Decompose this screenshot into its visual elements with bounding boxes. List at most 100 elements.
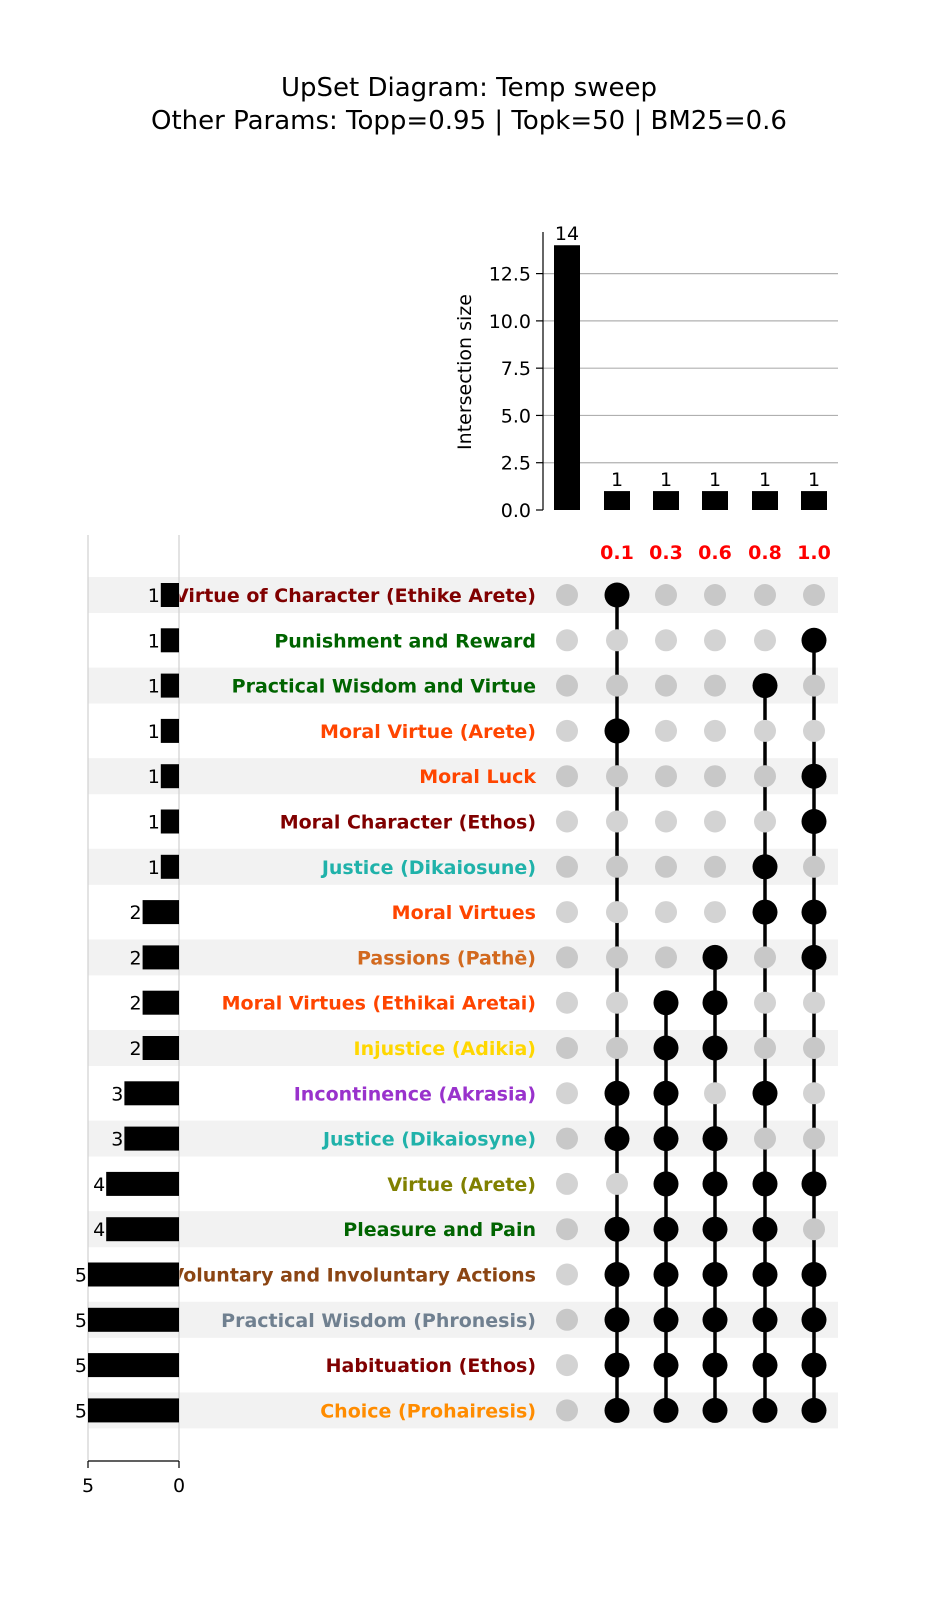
set-size-label: 2 — [130, 993, 142, 1015]
membership-dot-filled — [653, 990, 679, 1016]
membership-dot-empty — [754, 584, 776, 606]
set-name-label: Voluntary and Involuntary Actions — [170, 1265, 536, 1287]
membership-dot-empty — [556, 1399, 578, 1422]
membership-dot-empty — [556, 1127, 578, 1150]
membership-dot-filled — [653, 1262, 679, 1287]
membership-dot-filled — [604, 1307, 630, 1333]
membership-dot-empty — [704, 765, 726, 788]
membership-dot-filled — [604, 1080, 630, 1106]
set-size-bar — [88, 1398, 179, 1423]
membership-dot-empty — [655, 719, 677, 742]
size-tick-label: 5 — [82, 1475, 94, 1497]
membership-dot-filled — [702, 1035, 728, 1061]
set-size-label: 2 — [130, 1038, 142, 1060]
membership-dot-empty — [704, 1082, 726, 1105]
set-size-label: 5 — [75, 1400, 87, 1422]
membership-dot-empty — [704, 719, 726, 742]
membership-dot-empty — [606, 991, 628, 1014]
intersection-bar-label: 1 — [611, 469, 623, 491]
set-size-label: 2 — [130, 902, 142, 924]
membership-dot-filled — [752, 1080, 778, 1106]
membership-dot-filled — [653, 1035, 679, 1061]
membership-dot-filled — [653, 1126, 679, 1152]
membership-dot-empty — [556, 1218, 578, 1241]
membership-dot-filled — [702, 944, 728, 970]
membership-dot-filled — [653, 1352, 679, 1378]
set-size-label: 4 — [93, 1174, 105, 1196]
set-size-bar-chart: 1 1 1 1 1 1 1 2 2 2 2 3 3 4 4 5 5 5 5 5 0 — [75, 535, 185, 1497]
column-label: 0.6 — [698, 542, 732, 564]
y-tick-label: 2.5 — [501, 453, 531, 475]
membership-dot-empty — [556, 1308, 578, 1331]
membership-dot-filled — [801, 1262, 827, 1287]
set-size-label: 1 — [148, 812, 160, 834]
membership-dot-filled — [604, 1216, 630, 1242]
membership-dot-empty — [606, 1037, 628, 1059]
y-tick-label: 5.0 — [501, 405, 531, 427]
membership-dot-filled — [653, 1171, 679, 1197]
set-size-bar — [88, 1353, 179, 1378]
membership-dot-filled — [752, 1216, 778, 1242]
membership-dot-filled — [604, 582, 630, 608]
column-label: 0.8 — [748, 542, 782, 564]
set-name-label: Moral Luck — [419, 766, 536, 788]
membership-dot-filled — [752, 673, 778, 699]
membership-dot-empty — [704, 810, 726, 833]
intersection-bar-label: 14 — [555, 223, 579, 245]
set-size-label: 2 — [130, 947, 142, 969]
set-size-bar — [160, 583, 179, 607]
set-size-label: 1 — [148, 676, 160, 698]
membership-dot-filled — [653, 1080, 679, 1106]
intersection-bar — [554, 245, 580, 510]
set-size-label: 1 — [148, 766, 160, 788]
column-label: 1.0 — [797, 542, 831, 564]
membership-dot-empty — [556, 1037, 578, 1059]
set-name-label: Moral Virtues — [392, 902, 536, 924]
membership-dot-empty — [655, 855, 677, 878]
membership-dot-empty — [606, 901, 628, 924]
membership-dot-filled — [752, 854, 778, 880]
set-name-label: Choice (Prohairesis) — [320, 1400, 536, 1422]
membership-dot-empty — [754, 810, 776, 833]
membership-matrix: 0.1 0.3 0.6 0.8 1.0 Virtue of Character (Ethi… — [88, 542, 838, 1429]
membership-dot-empty — [556, 719, 578, 742]
set-size-label: 1 — [148, 857, 160, 879]
membership-dot-empty — [556, 629, 578, 652]
set-size-bar — [142, 900, 179, 925]
membership-dot-empty — [655, 629, 677, 652]
set-name-label: Moral Virtues (Ethikai Aretai) — [222, 993, 536, 1015]
set-name-label: Incontinence (Akrasia) — [294, 1083, 536, 1105]
intersection-bar — [702, 491, 728, 510]
membership-dot-filled — [801, 627, 827, 653]
membership-dot-empty — [556, 674, 578, 697]
set-size-bar — [160, 854, 179, 879]
membership-dot-filled — [801, 809, 827, 834]
membership-dot-empty — [606, 674, 628, 697]
membership-dot-empty — [803, 584, 825, 606]
membership-dot-empty — [803, 1127, 825, 1150]
set-size-label: 5 — [75, 1355, 87, 1377]
set-size-bar — [160, 673, 179, 698]
membership-dot-filled — [752, 1262, 778, 1287]
set-size-bar — [160, 764, 179, 789]
membership-dot-empty — [556, 1263, 578, 1286]
membership-dot-empty — [754, 991, 776, 1014]
y-tick-label: 7.5 — [501, 358, 531, 380]
membership-dot-empty — [556, 810, 578, 833]
membership-dot-filled — [801, 899, 827, 925]
membership-dot-filled — [752, 1171, 778, 1197]
y-axis-label: Intersection size — [454, 294, 476, 450]
set-name-label: Punishment and Reward — [274, 630, 536, 652]
intersection-bar-label: 1 — [759, 469, 771, 491]
membership-dot-filled — [702, 990, 728, 1016]
intersection-bar-label: 1 — [660, 469, 672, 491]
membership-dot-empty — [754, 946, 776, 969]
set-size-bar — [160, 628, 179, 653]
membership-dot-empty — [704, 901, 726, 924]
membership-dot-filled — [801, 1397, 827, 1423]
membership-dot-empty — [556, 901, 578, 924]
membership-dot-empty — [655, 946, 677, 969]
membership-dot-empty — [556, 946, 578, 969]
set-size-bar — [142, 990, 179, 1015]
